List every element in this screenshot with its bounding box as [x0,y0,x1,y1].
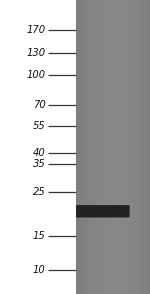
Text: 55: 55 [33,121,45,131]
Text: 130: 130 [26,48,45,58]
Text: 100: 100 [26,70,45,80]
Text: 10: 10 [33,265,45,275]
Text: 40: 40 [33,148,45,158]
FancyBboxPatch shape [75,205,130,218]
Text: 70: 70 [33,100,45,110]
Text: 35: 35 [33,159,45,169]
Text: 15: 15 [33,230,45,240]
Text: 25: 25 [33,187,45,197]
Text: 170: 170 [26,25,45,35]
